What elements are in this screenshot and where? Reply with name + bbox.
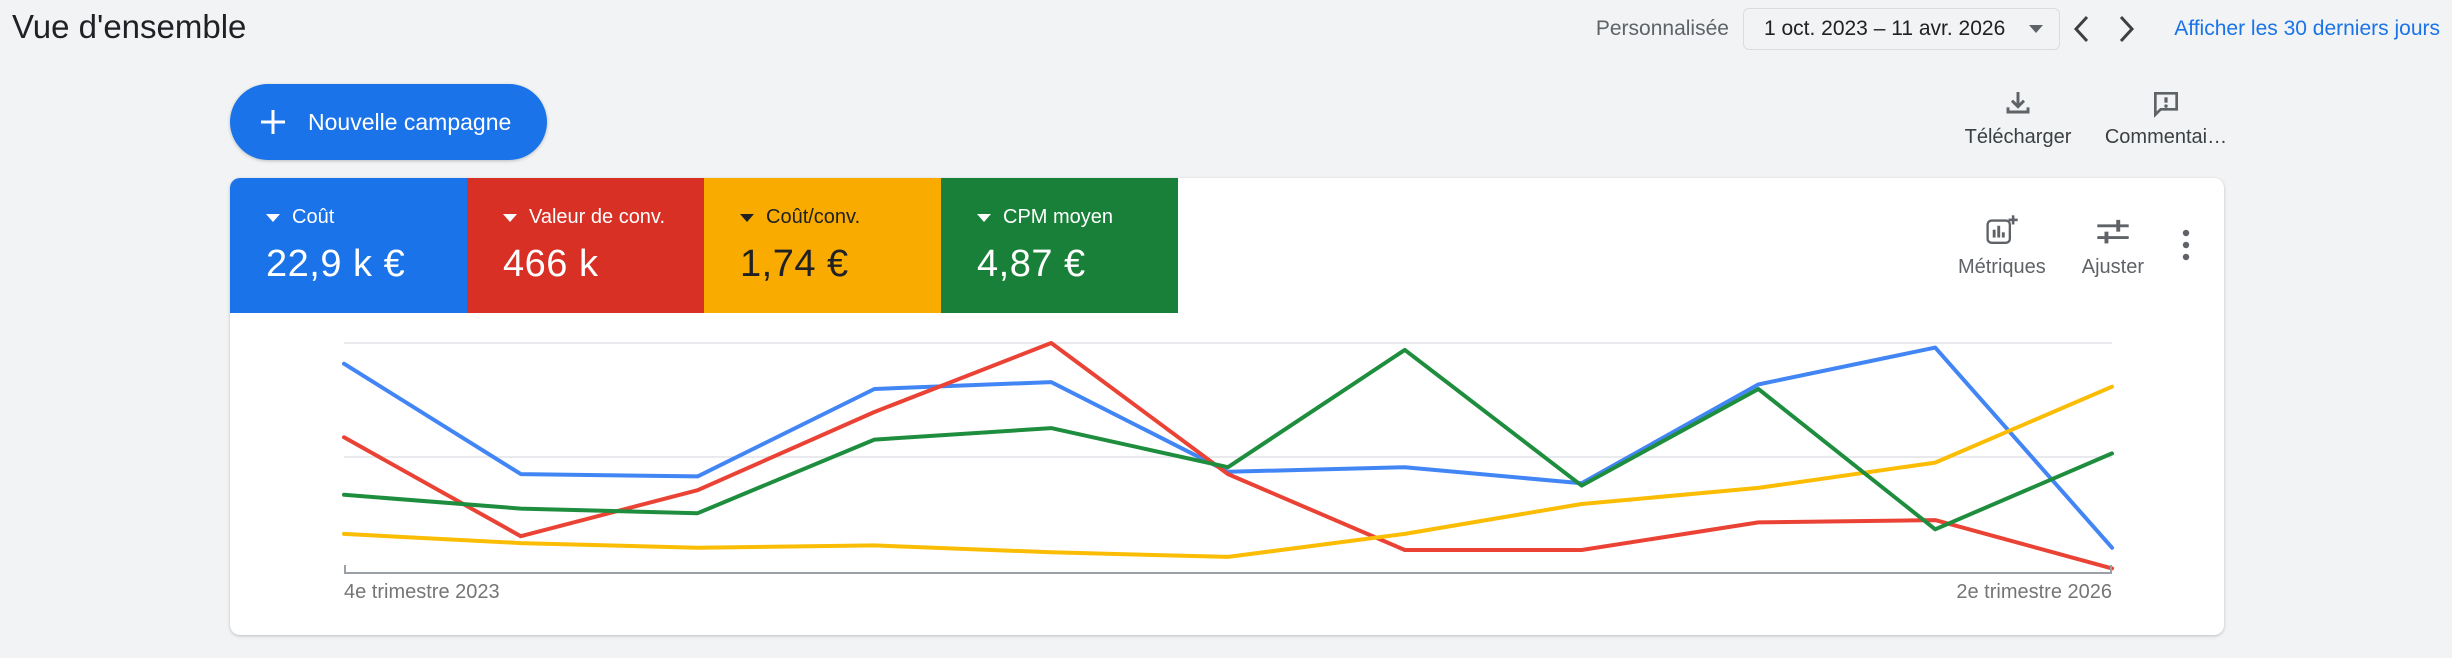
chevron-down-icon	[266, 213, 280, 222]
download-button[interactable]: Télécharger	[1938, 88, 2098, 149]
comment-label: Commentai…	[2104, 126, 2228, 148]
scorecard-label: CPM moyen	[1003, 206, 1114, 228]
plus-icon	[261, 110, 285, 134]
adjust-label: Ajuster	[2081, 256, 2144, 278]
previous-period-button[interactable]	[2060, 8, 2104, 50]
chevron-down-icon	[740, 213, 754, 222]
new-campaign-label: Nouvelle campagne	[308, 108, 512, 135]
scorecard-label: Coût	[292, 206, 335, 228]
chart-add-icon	[1986, 215, 2018, 244]
scorecard-valeur-conv[interactable]: Valeur de conv. 466 k	[467, 178, 704, 313]
new-campaign-button[interactable]: Nouvelle campagne	[230, 84, 548, 160]
show-last-30-days-link[interactable]: Afficher les 30 derniers jours	[2174, 17, 2440, 40]
scorecard-value: 466 k	[503, 243, 599, 285]
chart-toolbar: Métriques Ajuster	[1958, 214, 2192, 279]
date-mode-label: Personnalisée	[1595, 17, 1729, 40]
date-range-bar: Personnalisée 1 oct. 2023 – 11 avr. 2026…	[1596, 8, 2440, 50]
feedback-bubble-icon	[2154, 92, 2178, 118]
kebab-vertical-icon	[2182, 229, 2190, 261]
scorecard-value: 4,87 €	[977, 243, 1086, 285]
comment-button[interactable]: Commentai…	[2086, 88, 2246, 149]
more-options-button[interactable]	[2180, 214, 2192, 273]
scorecard-cpm-moyen[interactable]: CPM moyen 4,87 €	[941, 178, 1178, 313]
scorecards-row: Coût 22,9 k € Valeur de conv. 466 k Coût…	[230, 178, 1178, 313]
scorecard-cout[interactable]: Coût 22,9 k €	[230, 178, 467, 313]
tune-sliders-icon	[2097, 219, 2129, 244]
metrics-button[interactable]: Métriques	[1958, 214, 2046, 279]
page-title: Vue d'ensemble	[12, 8, 247, 45]
metrics-label: Métriques	[1957, 256, 2046, 278]
chevron-down-icon	[2029, 25, 2044, 33]
adjust-button[interactable]: Ajuster	[2082, 214, 2144, 279]
chevron-down-icon	[977, 213, 991, 222]
scorecard-cout-conv[interactable]: Coût/conv. 1,74 €	[704, 178, 941, 313]
timeseries-chart[interactable]	[230, 313, 2224, 635]
overview-chart-card: Coût 22,9 k € Valeur de conv. 466 k Coût…	[230, 178, 2224, 635]
chevron-left-icon	[2074, 15, 2089, 43]
download-icon	[2006, 92, 2030, 114]
scorecard-value: 1,74 €	[740, 243, 849, 285]
scorecard-label: Valeur de conv.	[529, 206, 666, 228]
download-label: Télécharger	[1964, 126, 2072, 148]
x-axis-label-end: 2e trimestre 2026	[1956, 581, 2112, 603]
date-range-value: 1 oct. 2023 – 11 avr. 2026	[1763, 17, 2006, 40]
chevron-down-icon	[503, 213, 517, 222]
next-period-button[interactable]	[2104, 8, 2148, 50]
x-axis-label-start: 4e trimestre 2023	[344, 581, 500, 603]
scorecard-label: Coût/conv.	[766, 206, 861, 228]
scorecard-value: 22,9 k €	[266, 243, 406, 285]
date-range-dropdown[interactable]: 1 oct. 2023 – 11 avr. 2026	[1742, 8, 2061, 50]
chevron-right-icon	[2120, 15, 2135, 43]
